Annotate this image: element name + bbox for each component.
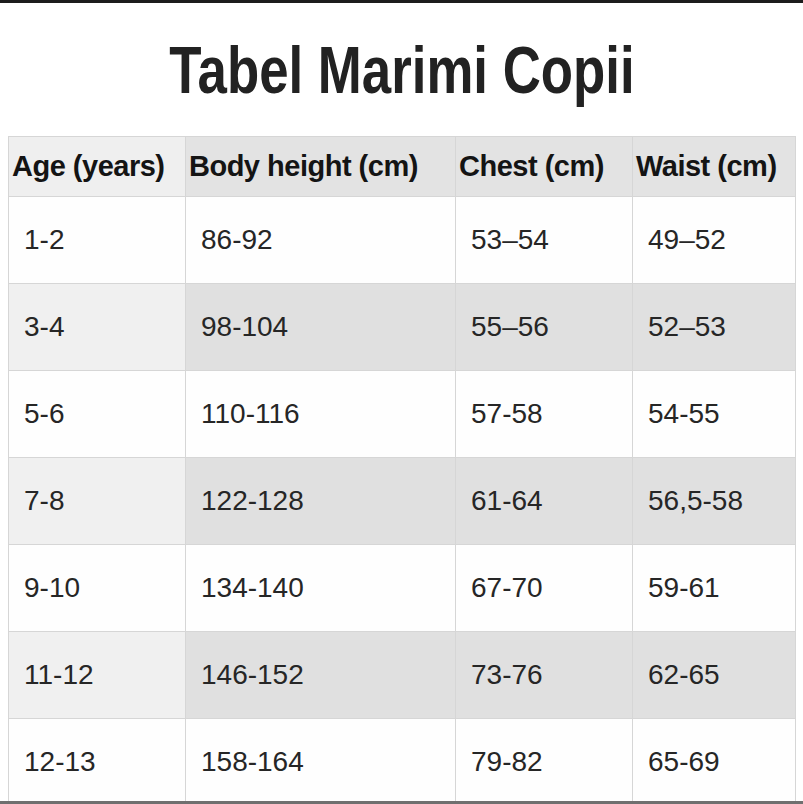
table-cell-age: 9-10	[9, 545, 186, 632]
table-cell-waist: 59-61	[633, 545, 796, 632]
table-cell-chest: 61-64	[456, 458, 633, 545]
table-cell-chest: 79-82	[456, 719, 633, 804]
table-cell-chest: 73-76	[456, 632, 633, 719]
table-cell-chest: 55–56	[456, 284, 633, 371]
column-header-chest: Chest (cm)	[456, 137, 633, 197]
table-cell-age: 1-2	[9, 197, 186, 284]
table-cell-age: 5-6	[9, 371, 186, 458]
table-cell-age: 12-13	[9, 719, 186, 804]
table-row: 11-12 146-152 73-76 62-65	[9, 632, 796, 719]
table-cell-chest: 53–54	[456, 197, 633, 284]
column-header-age: Age (years)	[9, 137, 186, 197]
table-cell-age: 7-8	[9, 458, 186, 545]
page: Tabel Marimi Copii Age (years) Body heig…	[0, 0, 803, 804]
table-cell-body-height: 98-104	[186, 284, 456, 371]
table-cell-chest: 57-58	[456, 371, 633, 458]
table-row: 3-4 98-104 55–56 52–53	[9, 284, 796, 371]
table-cell-age: 11-12	[9, 632, 186, 719]
page-title: Tabel Marimi Copii	[169, 32, 634, 108]
table-cell-waist: 54-55	[633, 371, 796, 458]
table-cell-waist: 65-69	[633, 719, 796, 804]
table-cell-chest: 67-70	[456, 545, 633, 632]
column-header-body-height: Body height (cm)	[186, 137, 456, 197]
table-cell-body-height: 122-128	[186, 458, 456, 545]
table-row: 7-8 122-128 61-64 56,5-58	[9, 458, 796, 545]
table-cell-age: 3-4	[9, 284, 186, 371]
column-header-waist: Waist (cm)	[633, 137, 796, 197]
table-row: 12-13 158-164 79-82 65-69	[9, 719, 796, 804]
table-row: 9-10 134-140 67-70 59-61	[9, 545, 796, 632]
table-cell-body-height: 134-140	[186, 545, 456, 632]
table-cell-body-height: 110-116	[186, 371, 456, 458]
table-row: 1-2 86-92 53–54 49–52	[9, 197, 796, 284]
table-cell-waist: 62-65	[633, 632, 796, 719]
table-cell-body-height: 86-92	[186, 197, 456, 284]
table-cell-body-height: 146-152	[186, 632, 456, 719]
children-size-table: Age (years) Body height (cm) Chest (cm) …	[8, 136, 796, 804]
table-cell-waist: 49–52	[633, 197, 796, 284]
table-cell-waist: 52–53	[633, 284, 796, 371]
table-row: 5-6 110-116 57-58 54-55	[9, 371, 796, 458]
table-cell-waist: 56,5-58	[633, 458, 796, 545]
table-cell-body-height: 158-164	[186, 719, 456, 804]
top-border-line	[0, 0, 803, 3]
title-area: Tabel Marimi Copii	[0, 0, 803, 136]
header-row: Age (years) Body height (cm) Chest (cm) …	[9, 137, 796, 197]
